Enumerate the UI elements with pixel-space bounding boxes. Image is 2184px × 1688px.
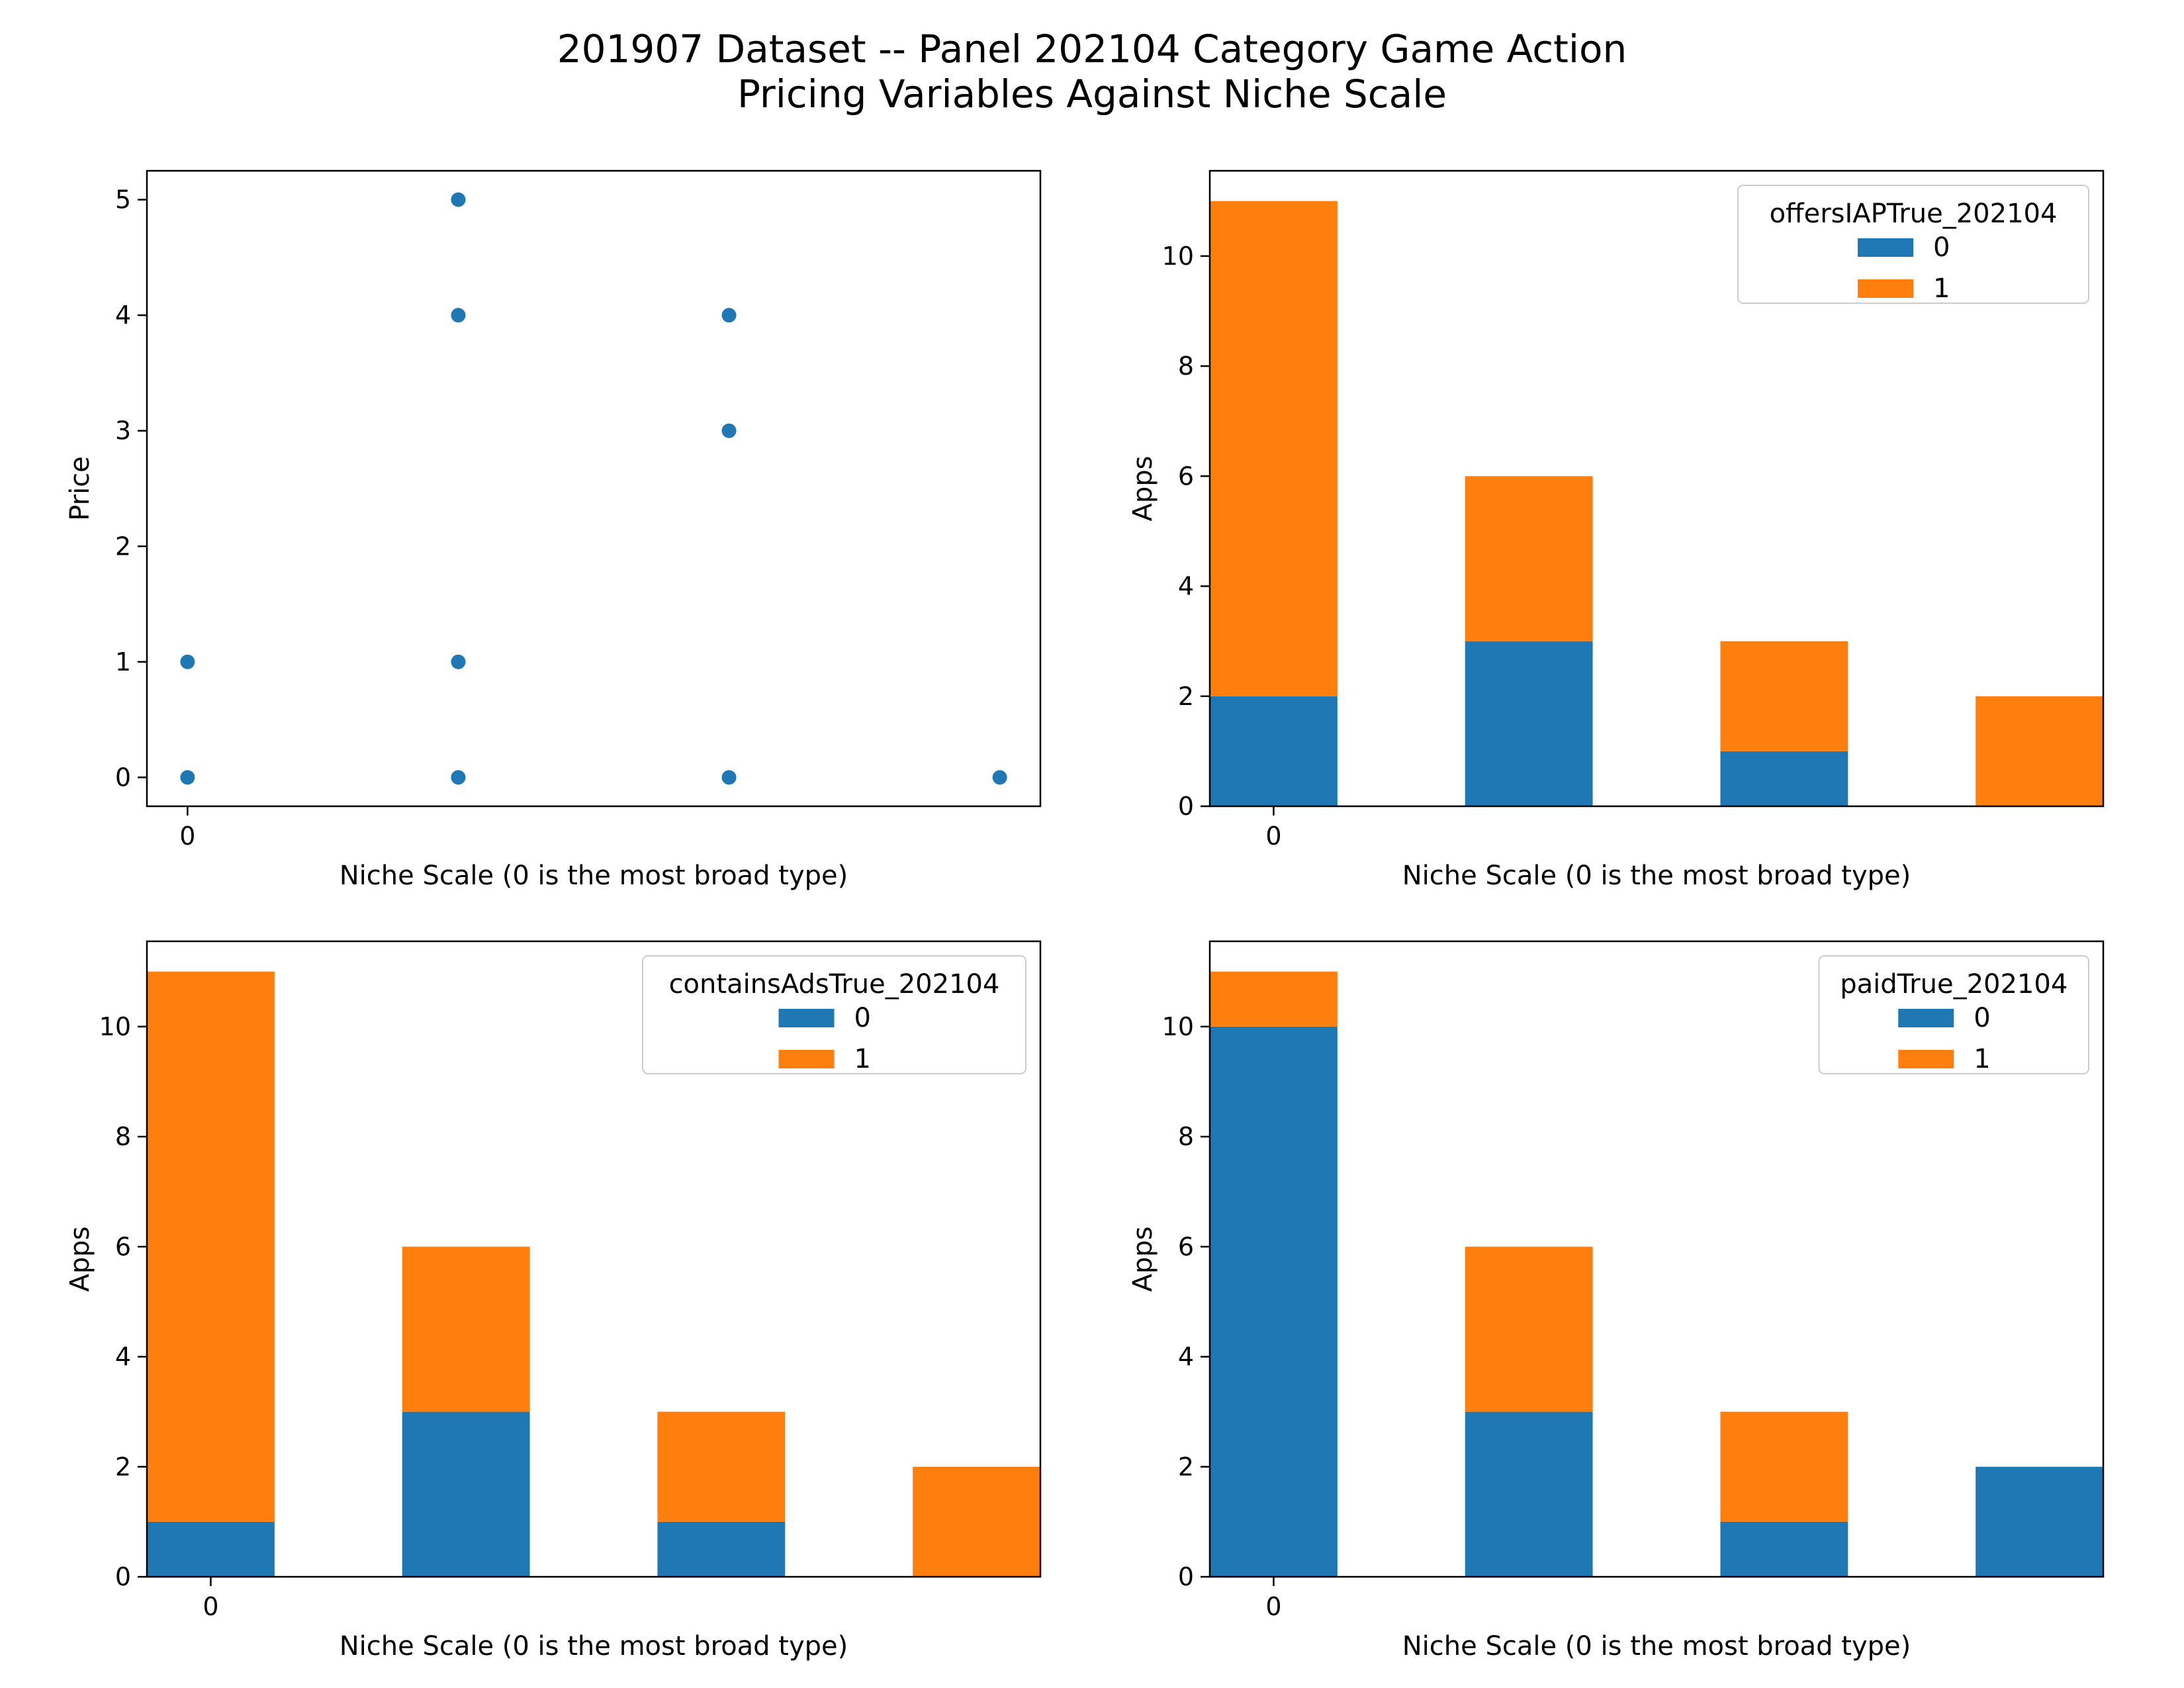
legend-label-0: 0 [1933, 232, 1950, 263]
bar-series1-cat0 [147, 971, 275, 1522]
legend-title: containsAdsTrue_202104 [669, 969, 1000, 1000]
axes-frame [1208, 169, 2105, 808]
bar-series1-cat0 [1210, 971, 1338, 1027]
y-tick-label-1: 1 [115, 647, 131, 677]
scatter-point-6 [721, 770, 737, 785]
x-axis-label: Niche Scale (0 is the most broad type) [340, 861, 848, 891]
scatter-point-9 [992, 770, 1007, 785]
bar-series0-cat1 [1465, 641, 1593, 806]
bar-series1-cat2 [657, 1411, 786, 1522]
scatter-point-0 [180, 770, 195, 785]
bar-series1-cat0 [1210, 201, 1338, 696]
scatter-point-8 [721, 308, 737, 323]
y-tick-label-4: 4 [1178, 572, 1194, 601]
x-axis-label: Niche Scale (0 is the most broad type) [1402, 861, 1911, 891]
legend-swatch-0 [1898, 1009, 1954, 1027]
bar-series0-cat3 [1976, 1466, 2103, 1577]
bar-series1-cat1 [1465, 1246, 1593, 1412]
bar-series1-cat2 [1720, 1411, 1848, 1522]
axes-frame [146, 940, 1042, 1578]
legend-swatch-0 [1858, 238, 1913, 257]
bar-series1-cat3 [913, 1466, 1040, 1577]
y-tick-label-4: 4 [1178, 1342, 1194, 1372]
legend-swatch-1 [1858, 279, 1913, 298]
y-tick-label-0: 0 [1178, 792, 1194, 821]
scatter-point-2 [451, 770, 466, 785]
y-tick-label-10: 10 [99, 1012, 131, 1041]
y-tick-label-3: 3 [115, 416, 131, 445]
figure-title-line1: 201907 Dataset -- Panel 202104 Category … [557, 26, 1627, 71]
y-tick-label-2: 2 [1178, 682, 1194, 711]
y-tick-label-10: 10 [1162, 1012, 1194, 1041]
y-tick-label-0: 0 [115, 763, 131, 792]
legend-swatch-0 [778, 1009, 835, 1027]
y-axis-label: Apps [65, 1227, 95, 1292]
bar-series1-cat1 [402, 1246, 530, 1412]
bar-series0-cat1 [1465, 1411, 1593, 1577]
bar-series0-cat1 [402, 1411, 530, 1577]
y-tick-label-4: 4 [115, 1342, 131, 1372]
y-tick-label-8: 8 [1178, 352, 1194, 381]
scatter-point-7 [721, 423, 737, 438]
y-tick-label-10: 10 [1162, 242, 1194, 271]
x-tick-label-0: 0 [203, 1592, 218, 1621]
y-tick-label-5: 5 [115, 185, 131, 214]
scatter-point-4 [451, 308, 466, 323]
bar-series0-cat0 [1210, 1026, 1338, 1577]
bar-series0-cat2 [1720, 1521, 1848, 1577]
y-tick-label-0: 0 [1178, 1562, 1194, 1591]
x-tick-label-0: 0 [1265, 1592, 1281, 1621]
bar-series0-cat0 [147, 1521, 275, 1577]
legend-swatch-1 [778, 1050, 835, 1068]
x-axis-label: Niche Scale (0 is the most broad type) [340, 1631, 848, 1662]
y-tick-label-2: 2 [115, 1452, 131, 1481]
x-tick-label-0: 0 [1265, 821, 1281, 851]
x-axis-label: Niche Scale (0 is the most broad type) [1402, 1631, 1911, 1662]
legend-label-1: 1 [1974, 1044, 1990, 1074]
legend-swatch-1 [1898, 1050, 1954, 1068]
bar-series1-cat1 [1465, 476, 1593, 641]
legend-label-0: 0 [1974, 1003, 1990, 1033]
charts-group: 0 1 2 3 4 5 0 Niche Scale (0 is the most broad … [65, 169, 2105, 1662]
chart-panel-price: 0 1 2 3 4 5 0 Niche Scale (0 is the most broad … [65, 169, 1042, 891]
y-tick-label-8: 8 [1178, 1122, 1194, 1151]
scatter-point-3 [451, 654, 466, 669]
legend-title: offersIAPTrue_202104 [1770, 199, 2058, 229]
x-tick-label-0: 0 [179, 821, 195, 851]
y-tick-label-6: 6 [1178, 1232, 1194, 1261]
legend-label-1: 1 [854, 1044, 871, 1074]
y-tick-label-2: 2 [115, 532, 131, 561]
y-tick-label-0: 0 [115, 1562, 131, 1591]
y-tick-label-2: 2 [1178, 1452, 1194, 1481]
y-tick-label-4: 4 [115, 301, 131, 330]
axes-frame [146, 169, 1042, 808]
bar-series1-cat2 [1720, 641, 1848, 751]
y-axis-label: Apps [1128, 456, 1158, 522]
legend-label-1: 1 [1933, 273, 1950, 304]
axes-frame [1208, 940, 2105, 1578]
y-tick-label-6: 6 [115, 1232, 131, 1261]
y-axis-label: Apps [1128, 1227, 1158, 1292]
y-axis-label: Price [65, 456, 95, 521]
bar-series0-cat0 [1210, 696, 1338, 806]
legend-label-0: 0 [854, 1003, 871, 1033]
scatter-point-5 [451, 192, 466, 207]
bar-series0-cat2 [657, 1521, 786, 1577]
scatter-point-1 [180, 654, 195, 669]
bar-series0-cat2 [1720, 751, 1848, 806]
y-tick-label-6: 6 [1178, 461, 1194, 491]
legend-title: paidTrue_202104 [1840, 969, 2068, 1000]
figure-title-line2: Pricing Variables Against Niche Scale [737, 71, 1447, 117]
bar-series1-cat3 [1976, 696, 2103, 806]
y-tick-label-8: 8 [115, 1122, 131, 1151]
